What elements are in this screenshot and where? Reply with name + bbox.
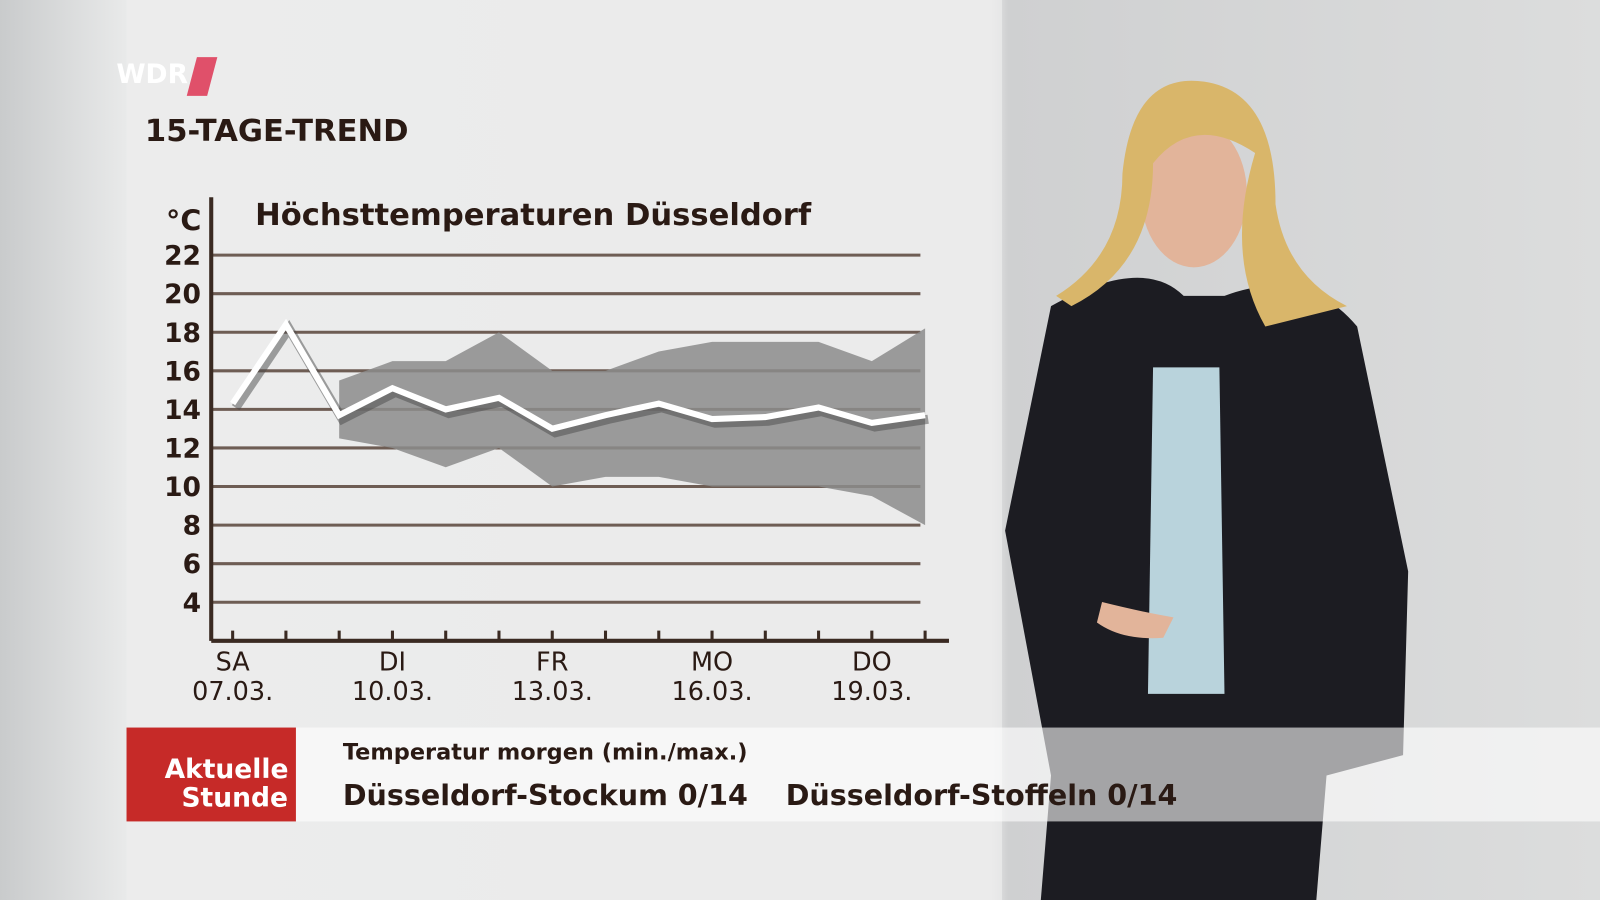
ticker-logo-text: Aktuelle: [165, 754, 289, 785]
y-tick-label: 6: [183, 549, 201, 580]
x-tick-label: DO: [852, 647, 892, 677]
x-tick-date: 19.03.: [831, 677, 912, 707]
chart-title: Höchsttemperaturen Düsseldorf: [255, 198, 812, 233]
x-tick-date: 07.03.: [192, 677, 273, 707]
y-tick-label: 4: [183, 588, 201, 619]
section-title: 15-TAGE-TREND: [145, 114, 409, 149]
ticker-item: Düsseldorf-Stoffeln 0/14: [786, 778, 1178, 812]
ticker-heading: Temperatur morgen (min./max.): [343, 740, 748, 766]
line-shadow: [231, 319, 929, 438]
y-tick-label: 8: [183, 511, 201, 542]
x-tick-date: 10.03.: [352, 677, 433, 707]
y-tick-label: 20: [164, 279, 201, 310]
y-tick-label: 14: [164, 395, 201, 426]
line: [230, 318, 926, 432]
x-tick-label: DI: [379, 647, 406, 677]
ticker-logo-text: Stunde: [181, 782, 288, 813]
ticker-bar: [295, 727, 1600, 822]
y-tick-label: 12: [164, 434, 201, 465]
logo-stripe: [186, 57, 218, 96]
y-tick-label: 16: [164, 356, 201, 387]
y-axis-label: °C: [166, 203, 201, 237]
x-tick-label: SA: [216, 647, 251, 677]
x-tick-date: 16.03.: [671, 677, 752, 707]
range-band: [339, 328, 926, 526]
x-tick-date: 13.03.: [512, 677, 593, 707]
x-tick-label: MO: [691, 647, 733, 677]
ticker-logo-box: [126, 727, 296, 822]
y-tick-label: 22: [164, 241, 201, 272]
x-tick-label: FR: [536, 647, 568, 677]
y-tick-label: 10: [164, 472, 201, 503]
channel-logo: WDR: [116, 59, 188, 90]
chart: Höchsttemperaturen Düsseldorf °C 4 6 8 10 12…: [164, 197, 949, 707]
y-tick-label: 18: [164, 318, 201, 349]
ticker-item: Düsseldorf-Stockum 0/14: [343, 778, 748, 812]
